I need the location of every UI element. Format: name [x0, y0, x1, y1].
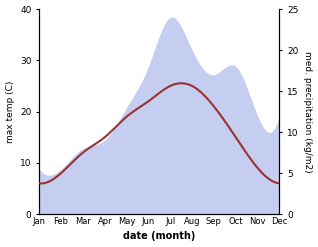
Y-axis label: med. precipitation (kg/m2): med. precipitation (kg/m2): [303, 51, 313, 172]
X-axis label: date (month): date (month): [123, 231, 196, 242]
Y-axis label: max temp (C): max temp (C): [5, 80, 15, 143]
